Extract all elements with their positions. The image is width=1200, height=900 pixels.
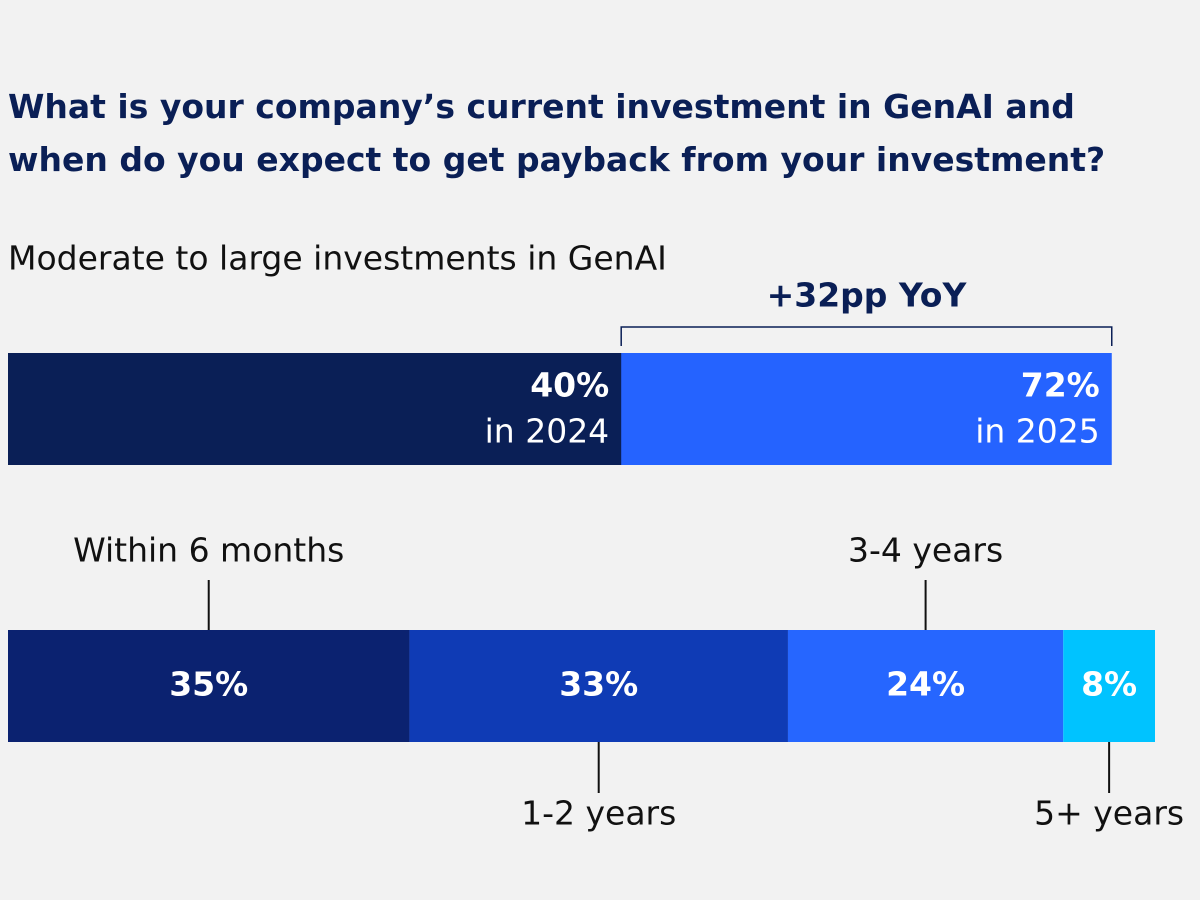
value-label: 33% [559, 665, 638, 704]
chart-title: What is your company’s current investmen… [8, 87, 1106, 179]
bar-segment [409, 630, 788, 742]
value-label: 40% [530, 366, 609, 405]
category-label: 3-4 years [848, 531, 1003, 570]
bar-segment [787, 630, 1064, 742]
category-label: Within 6 months [73, 531, 344, 570]
category-label: 1-2 years [521, 794, 676, 833]
bar-segment [1063, 630, 1155, 742]
value-label: 8% [1081, 665, 1137, 704]
bar-segment [8, 630, 410, 742]
annotation: +32pp YoY [767, 276, 968, 315]
bar-label: in 2024 [485, 412, 610, 451]
bracket [620, 326, 1113, 346]
value-label: 72% [1021, 366, 1100, 405]
bar-label: in 2025 [975, 412, 1100, 451]
bar [8, 353, 622, 465]
value-label: 24% [886, 665, 965, 704]
value-label: 35% [169, 665, 248, 704]
chart-subtitle: Moderate to large investments in GenAI [8, 239, 667, 278]
category-label: 5+ years [1034, 794, 1184, 833]
